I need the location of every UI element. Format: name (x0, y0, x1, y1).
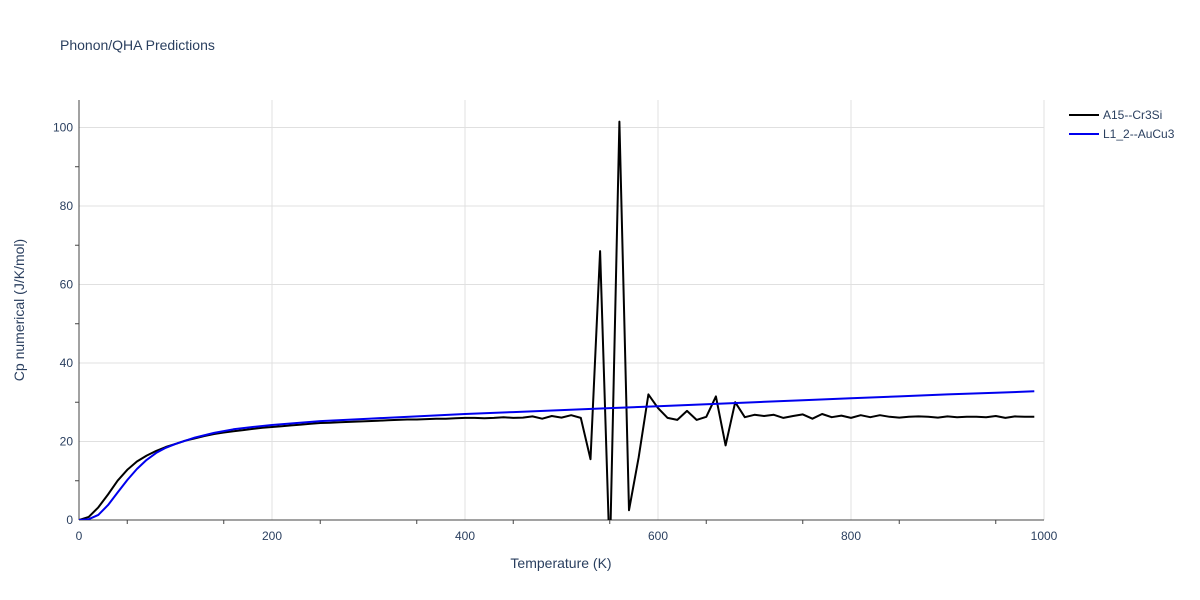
x-tick-label: 1000 (1031, 529, 1058, 543)
series-line-1 (79, 390, 1035, 520)
x-tick-label: 600 (648, 529, 668, 543)
series-line-0 (79, 120, 1035, 520)
x-tick-label: 0 (76, 529, 83, 543)
y-axis-label: Cp numerical (J/K/mol) (11, 239, 27, 381)
x-tick-label: 200 (262, 529, 282, 543)
y-tick-label: 80 (60, 199, 74, 213)
legend-entry: A15--Cr3Si (1103, 108, 1162, 122)
x-tick-label: 400 (455, 529, 475, 543)
tick-labels: 0 200 400 600 800 1000 0 20 40 60 80 100 (53, 120, 1058, 543)
y-tick-label: 20 (60, 434, 74, 448)
y-tick-label: 40 (60, 356, 74, 370)
y-tick-label: 0 (66, 513, 73, 527)
series-lines (79, 120, 1035, 520)
grid (79, 100, 1045, 520)
axes (75, 100, 1044, 524)
y-tick-label: 60 (60, 277, 74, 291)
x-tick-label: 800 (841, 529, 861, 543)
y-tick-label: 100 (53, 120, 73, 134)
legend-entry: L1_2--AuCu3 (1103, 127, 1175, 141)
x-axis-label: Temperature (K) (510, 555, 611, 571)
legend: A15--Cr3Si L1_2--AuCu3 (1069, 108, 1175, 141)
chart-title: Phonon/QHA Predictions (60, 37, 215, 53)
